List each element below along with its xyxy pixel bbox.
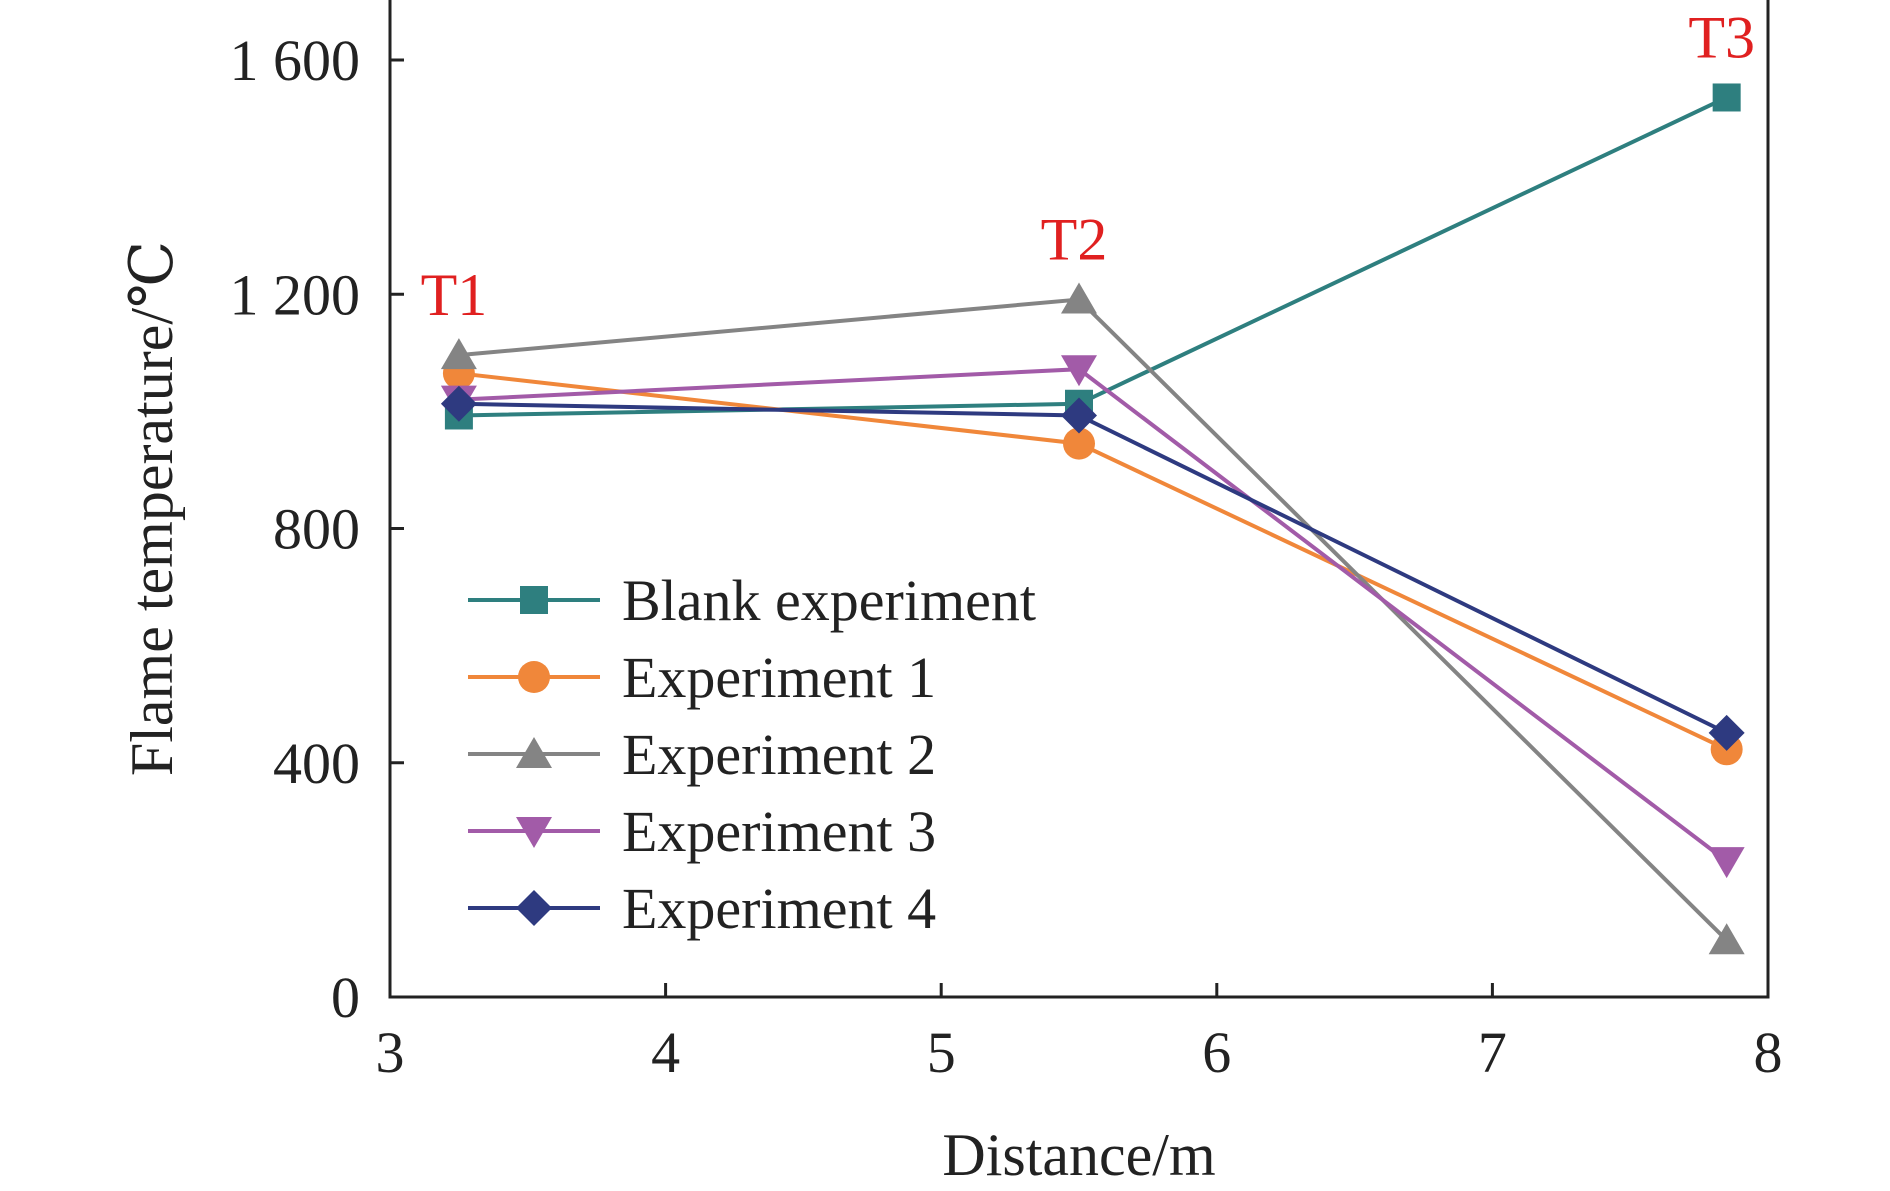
legend-marker [520,586,548,614]
x-axis: 3 4 5 6 7 8 [376,983,1783,1085]
legend-label: Blank experiment [622,568,1036,633]
legend: Blank experiment Experiment 1 Experiment 2… [468,568,1036,941]
data-point [440,385,477,422]
legend-marker [516,890,552,926]
y-tick-label: 1 200 [230,262,361,327]
data-point [1708,923,1745,955]
y-tick-label: 1 600 [230,28,361,93]
legend-item: Experiment 3 [468,799,936,864]
legend-item: Experiment 1 [468,645,936,710]
data-point [1708,714,1745,751]
y-axis-title: Flame temperature/℃ [119,241,185,776]
x-tick-label: 7 [1478,1020,1507,1085]
legend-marker [516,817,552,848]
y-tick-label: 800 [273,497,360,562]
data-point [1061,397,1097,434]
legend-item: Experiment 4 [468,876,936,941]
x-tick-label: 5 [927,1020,956,1085]
x-tick-label: 6 [1202,1020,1231,1085]
data-point [1712,83,1741,112]
y-axis: 0 400 800 1 200 1 600 [230,28,404,1030]
series-5 [440,385,1745,751]
legend-marker [518,661,550,693]
legend-label: Experiment 2 [622,722,936,787]
legend-marker [516,737,552,768]
data-point [1063,427,1095,460]
annotation-label: T1 [421,262,488,328]
legend-item: Experiment 2 [468,722,936,787]
x-tick-label: 3 [376,1020,405,1085]
data-point [1061,355,1097,387]
data-point [440,338,477,370]
annotation-layer: T1 T2 T3 [421,4,1755,328]
series-3 [440,282,1745,955]
annotation-label: T3 [1688,4,1755,70]
y-tick-label: 0 [331,965,360,1030]
x-tick-label: 4 [651,1020,680,1085]
legend-label: Experiment 3 [622,799,936,864]
data-point [1061,282,1097,314]
series-4 [440,355,1745,879]
data-point [1708,847,1745,879]
series-layer [440,83,1745,955]
y-tick-label: 400 [273,731,360,796]
legend-label: Experiment 4 [622,876,936,941]
x-tick-label: 8 [1754,1020,1783,1085]
legend-label: Experiment 1 [622,645,936,710]
legend-item: Blank experiment [468,568,1036,633]
plot-frame [388,0,1770,999]
x-axis-title: Distance/m [942,1122,1215,1188]
annotation-label: T2 [1041,207,1108,273]
